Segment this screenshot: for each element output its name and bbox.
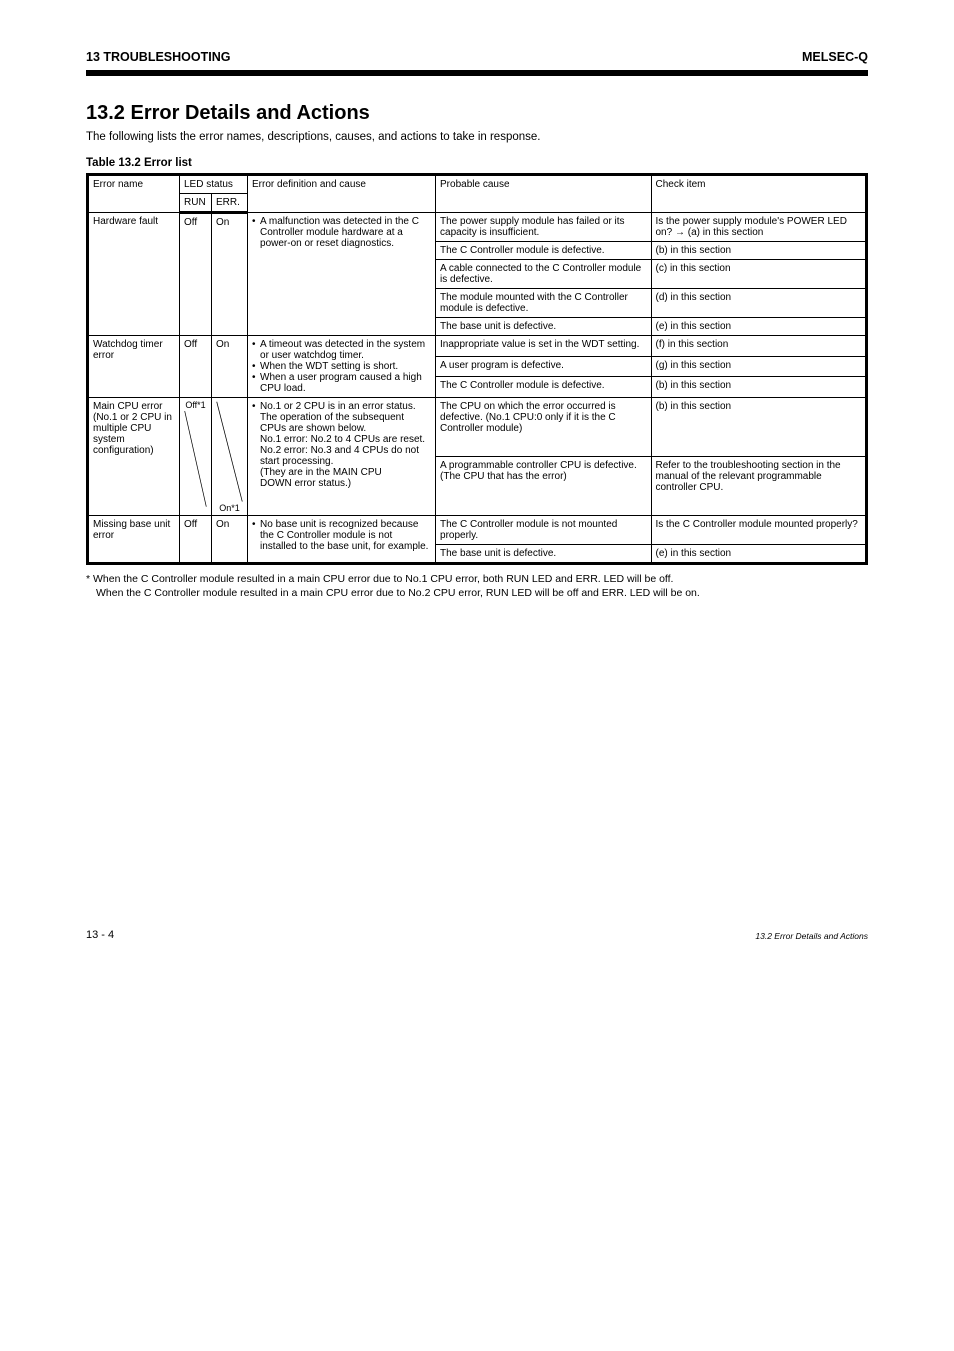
cell-check: (e) in this section bbox=[651, 318, 867, 336]
th-led-err: ERR. bbox=[212, 194, 248, 213]
cell-cause: The base unit is defective. bbox=[436, 545, 651, 564]
cell-cause: A user program is defective. bbox=[436, 356, 651, 377]
cell-check: (e) in this section bbox=[651, 545, 867, 564]
cell-check: (c) in this section bbox=[651, 260, 867, 289]
diagonal-icon bbox=[184, 401, 207, 507]
cell-error: Hardware fault bbox=[88, 213, 180, 336]
header-right: 13 TROUBLESHOOTING bbox=[86, 50, 230, 64]
table-row: Hardware fault Off On •A malfunction was… bbox=[88, 213, 867, 242]
footnote: When the C Controller module resulted in… bbox=[86, 587, 868, 599]
cell-cause: The module mounted with the C Controller… bbox=[436, 289, 651, 318]
cell-led-run: Off bbox=[180, 213, 212, 336]
cell-check: (d) in this section bbox=[651, 289, 867, 318]
cell-def: •A malfunction was detected in the C Con… bbox=[248, 213, 436, 336]
cell-def: •A timeout was detected in the system or… bbox=[248, 336, 436, 398]
th-check: Check item bbox=[651, 175, 867, 213]
table-row: Watchdog timer error Off On •A timeout w… bbox=[88, 336, 867, 357]
section-title: 13.2 Error Details and Actions bbox=[86, 102, 868, 125]
section-subtitle: The following lists the error names, des… bbox=[86, 131, 868, 143]
footer-right: 13.2 Error Details and Actions bbox=[755, 931, 868, 971]
th-def: Error definition and cause bbox=[248, 175, 436, 213]
header-left: MELSEC-Q bbox=[802, 50, 868, 64]
cell-check: (b) in this section bbox=[651, 242, 867, 260]
cell-cause: The C Controller module is defective. bbox=[436, 377, 651, 398]
cell-cause: The CPU on which the error occurred is d… bbox=[436, 398, 651, 457]
cell-cause: A programmable controller CPU is defecti… bbox=[436, 457, 651, 516]
cell-cause: The base unit is defective. bbox=[436, 318, 651, 336]
cell-check: (b) in this section bbox=[651, 377, 867, 398]
table-row: Missing base unit error Off On •No base … bbox=[88, 516, 867, 545]
cell-led-err: On bbox=[212, 336, 248, 398]
cell-led-run: Off bbox=[180, 336, 212, 398]
page-header: 13 TROUBLESHOOTING MELSEC-Q bbox=[86, 50, 868, 76]
th-cause: Probable cause bbox=[436, 175, 651, 213]
table-body: Hardware fault Off On •A malfunction was… bbox=[88, 213, 867, 564]
cell-check: Is the power supply module's POWER LED o… bbox=[651, 213, 867, 242]
error-table: Error name LED status Error definition a… bbox=[86, 173, 868, 565]
table-caption: Table 13.2 Error list bbox=[86, 157, 868, 169]
cell-check: (f) in this section bbox=[651, 336, 867, 357]
th-error: Error name bbox=[88, 175, 180, 213]
page-number: 13 - 4 bbox=[86, 929, 114, 941]
cell-led-run: Off bbox=[180, 516, 212, 564]
th-led: LED status bbox=[180, 175, 248, 194]
cell-def: •No base unit is recognized because the … bbox=[248, 516, 436, 564]
cell-led-run: Off*1 bbox=[180, 398, 212, 516]
cell-check: (b) in this section bbox=[651, 398, 867, 457]
cell-def: •No.1 or 2 CPU is in an error status. Th… bbox=[248, 398, 436, 516]
cell-led-err: On bbox=[212, 516, 248, 564]
cell-led-err: On*1 bbox=[212, 398, 248, 516]
cell-error: Main CPU error (No.1 or 2 CPU in multipl… bbox=[88, 398, 180, 516]
cell-check: Refer to the troubleshooting section in … bbox=[651, 457, 867, 516]
cell-cause: The power supply module has failed or it… bbox=[436, 213, 651, 242]
cell-cause: The C Controller module is not mounted p… bbox=[436, 516, 651, 545]
cell-check: Is the C Controller module mounted prope… bbox=[651, 516, 867, 545]
cell-cause: The C Controller module is defective. bbox=[436, 242, 651, 260]
cell-cause: Inappropriate value is set in the WDT se… bbox=[436, 336, 651, 357]
table-row: Main CPU error (No.1 or 2 CPU in multipl… bbox=[88, 398, 867, 457]
cell-led-err: On bbox=[212, 213, 248, 336]
page-footer: 13 - 4 13.2 Error Details and Actions bbox=[86, 599, 868, 971]
document-page: 13 TROUBLESHOOTING MELSEC-Q 13.2 Error D… bbox=[0, 0, 954, 971]
cell-check: (g) in this section bbox=[651, 356, 867, 377]
cell-error: Missing base unit error bbox=[88, 516, 180, 564]
footnote: * When the C Controller module resulted … bbox=[86, 573, 868, 585]
th-led-run: RUN bbox=[180, 194, 212, 213]
cell-cause: A cable connected to the C Controller mo… bbox=[436, 260, 651, 289]
cell-error: Watchdog timer error bbox=[88, 336, 180, 398]
diagonal-icon bbox=[216, 401, 243, 512]
